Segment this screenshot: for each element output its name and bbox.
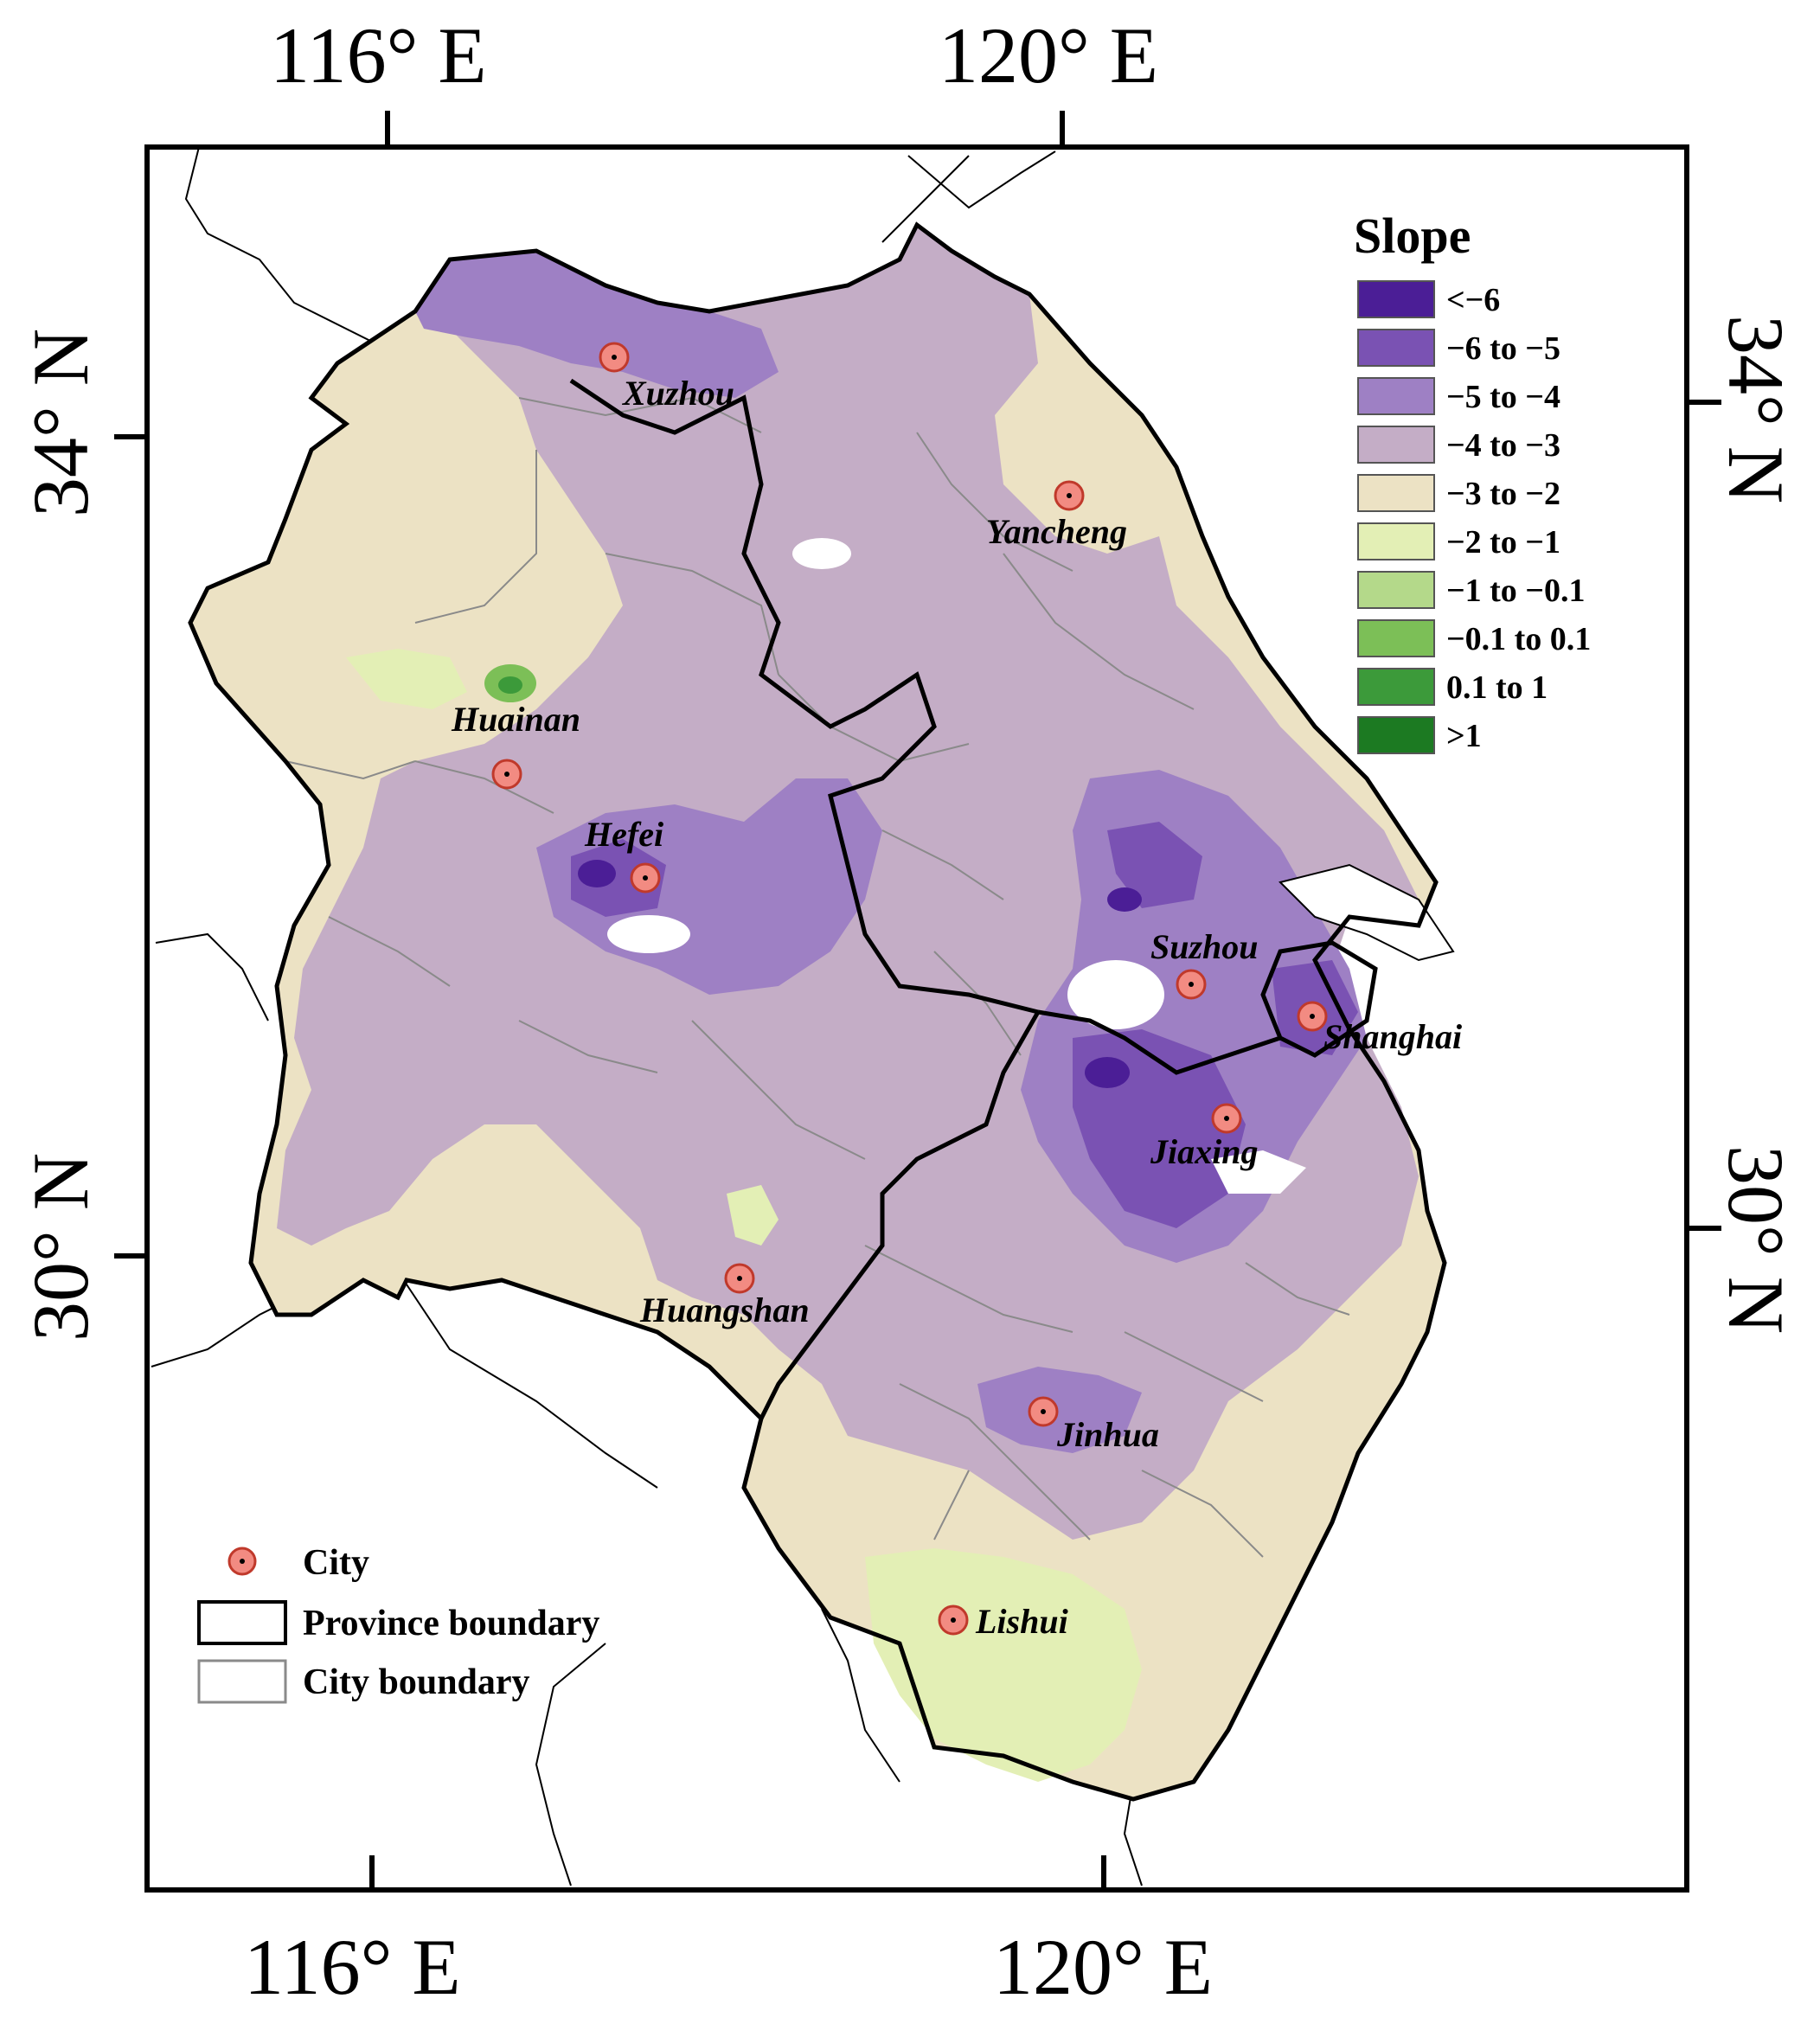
city-label-hefei: Hefei bbox=[584, 815, 663, 854]
city-marker-dot-xuzhou bbox=[612, 355, 617, 360]
city-label-jinhua: Jinhua bbox=[1056, 1415, 1159, 1454]
province-jiangsu-zhejiang bbox=[1037, 1009, 1281, 1075]
city-marker-dot-huangshan bbox=[737, 1276, 742, 1281]
legend-label-4: −3 to −2 bbox=[1446, 476, 1560, 512]
legend-swatch-9 bbox=[1357, 716, 1435, 754]
spot-darkgreen-huainan bbox=[498, 676, 522, 694]
province-anhui-jiangsu bbox=[569, 378, 1039, 1015]
legend-swatch-3 bbox=[1357, 426, 1435, 464]
city-label-huangshan: Huangshan bbox=[639, 1291, 810, 1329]
key-province-swatch bbox=[197, 1600, 287, 1645]
legend-title: Slope bbox=[1354, 208, 1471, 264]
lake-taihu bbox=[1067, 960, 1164, 1029]
bay-hangzhou bbox=[1211, 1150, 1306, 1194]
region-violet-suzhou bbox=[1107, 822, 1202, 908]
city-label-lishui: Lishui bbox=[975, 1602, 1068, 1641]
legend-swatch-4 bbox=[1357, 474, 1435, 512]
legend-label-5: −2 to −1 bbox=[1446, 524, 1560, 560]
province-boundaries bbox=[188, 221, 1447, 1802]
key-city-label: City bbox=[303, 1543, 369, 1583]
top-longitude-label-120: 120° E bbox=[939, 11, 1158, 99]
key-city-boundary-swatch bbox=[197, 1659, 287, 1704]
bottom-longitude-label-116: 116° E bbox=[244, 1923, 461, 2011]
city-label-xuzhou: Xuzhou bbox=[621, 374, 734, 413]
map-frame bbox=[144, 144, 1689, 1893]
city-boundaries bbox=[285, 396, 1350, 1558]
legend-label-3: −4 to −3 bbox=[1446, 427, 1560, 464]
slope-raster bbox=[190, 225, 1455, 1799]
legend-swatch-8 bbox=[1357, 668, 1435, 706]
legend-swatch-5 bbox=[1357, 522, 1435, 560]
city-marker-dot-jiaxing bbox=[1224, 1116, 1229, 1121]
region-lightgreen-lishui bbox=[865, 1548, 1142, 1782]
legend-swatch-2 bbox=[1357, 377, 1435, 415]
city-label-shanghai: Shanghai bbox=[1323, 1017, 1462, 1056]
spot-deep-hefei bbox=[578, 860, 616, 887]
top-longitude-label-116: 116° E bbox=[270, 11, 487, 99]
city-label-yancheng: Yancheng bbox=[986, 512, 1127, 551]
city-label-jiaxing: Jiaxing bbox=[1150, 1132, 1258, 1171]
key-city-marker-dot bbox=[240, 1559, 245, 1564]
region-purple-jinhua bbox=[977, 1367, 1142, 1453]
legend-swatch-6 bbox=[1357, 571, 1435, 609]
province-anhui-zhejiang bbox=[759, 1010, 1041, 1420]
key-city-boundary-label: City boundary bbox=[303, 1662, 530, 1702]
city-marker-dot-shanghai bbox=[1310, 1014, 1315, 1019]
city-markers: Xuzhou Yancheng Huainan Hefei Suzhou Shanghai… bbox=[451, 342, 1462, 1641]
legend-label-0: <−6 bbox=[1446, 282, 1500, 318]
legend-swatch-7 bbox=[1357, 619, 1435, 657]
city-marker-dot-huainan bbox=[504, 772, 509, 777]
slope-legend: Slope <−6 −6 to −5 −5 to −4 −4 to −3 −3 to −2… bbox=[1354, 208, 1591, 754]
lake-hongze bbox=[792, 538, 851, 569]
legend-label-6: −1 to −0.1 bbox=[1446, 573, 1585, 609]
bottom-longitude-label-120: 120° E bbox=[993, 1923, 1213, 2011]
region-violet-hefei bbox=[571, 839, 666, 917]
city-marker-dot-lishui bbox=[951, 1617, 956, 1623]
city-label-suzhou: Suzhou bbox=[1150, 927, 1259, 966]
boundary-key: City Province boundary City boundary bbox=[197, 1543, 599, 1704]
region-lightgreen-huangshan bbox=[727, 1185, 779, 1246]
city-marker-dot-hefei bbox=[643, 875, 648, 881]
region-lightgreen-huainan bbox=[346, 649, 467, 709]
legend-label-2: −5 to −4 bbox=[1446, 379, 1560, 415]
spot-deep-jiaxing bbox=[1085, 1057, 1130, 1088]
river-yangtze-mouth bbox=[1278, 863, 1455, 962]
graticule-ticks bbox=[114, 111, 1721, 1890]
region-purple-xuzhou bbox=[415, 251, 779, 398]
city-marker-dot-jinhua bbox=[1041, 1409, 1046, 1414]
legend-swatch-1 bbox=[1357, 329, 1435, 367]
legend-label-7: −0.1 to 0.1 bbox=[1446, 621, 1591, 657]
lake-chaohu bbox=[607, 915, 690, 953]
province-outline bbox=[188, 221, 1447, 1802]
key-province-label: Province boundary bbox=[303, 1604, 599, 1643]
spot-deep-delta bbox=[1107, 887, 1142, 912]
city-marker-dot-yancheng bbox=[1067, 493, 1072, 498]
legend-label-9: >1 bbox=[1446, 718, 1482, 754]
legend-label-1: −6 to −5 bbox=[1446, 330, 1560, 367]
city-label-huainan: Huainan bbox=[451, 700, 580, 739]
legend-label-8: 0.1 to 1 bbox=[1446, 669, 1548, 706]
city-marker-dot-suzhou bbox=[1189, 982, 1194, 987]
legend-swatch-0 bbox=[1357, 280, 1435, 318]
province-shanghai bbox=[1260, 940, 1378, 1058]
